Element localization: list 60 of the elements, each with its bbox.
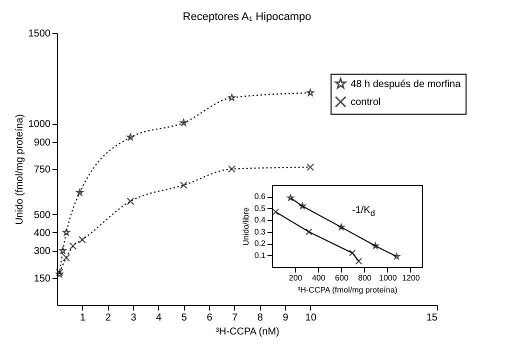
point	[62, 228, 70, 236]
y-tick-label: 0.6	[254, 192, 266, 202]
point	[372, 242, 379, 249]
point	[338, 224, 344, 230]
y-axis-title: Unido (fmol/mg proteína)	[14, 114, 26, 225]
x-tick-label: 1	[80, 312, 86, 324]
point	[126, 134, 134, 140]
point	[228, 165, 236, 173]
x-tick-label: 10	[305, 312, 317, 324]
point	[78, 236, 86, 244]
point	[126, 198, 134, 205]
x-tick-label: 7	[232, 312, 238, 324]
point	[180, 119, 188, 126]
x-tick-label: 5	[181, 312, 188, 324]
x-axis-title: ³H-CCPA (nM)	[216, 326, 280, 338]
x-tick-label: 1200	[402, 274, 420, 282]
point	[59, 246, 66, 254]
point	[62, 254, 70, 262]
y-tick-label: 0.2	[254, 239, 266, 248]
x-tick-label: 200	[288, 274, 303, 282]
y-tick-label: 900	[34, 137, 51, 148]
legend-label: 48 h después de morfina	[350, 78, 462, 90]
x-tick-label: 4	[156, 312, 162, 324]
x-tick-label: 2	[105, 312, 112, 324]
x-tick-label: 1000	[378, 274, 398, 282]
y-tick-label: 0.1	[254, 250, 266, 260]
point	[306, 89, 314, 96]
point	[306, 228, 312, 236]
y-tick-label: 1000	[28, 119, 51, 130]
y-tick-label: 1500	[28, 28, 51, 40]
y-tick-label: 750	[34, 164, 51, 176]
x-tick-label: 9	[282, 312, 289, 324]
x-tick-label: 6	[206, 312, 213, 324]
x-tick-label: 3	[130, 312, 137, 324]
x-axis-title: ³H-CCPA (fmol/mg proteína)	[298, 286, 398, 294]
legend-label: control	[350, 96, 381, 108]
point	[69, 242, 77, 250]
y-tick-label: 400	[34, 228, 51, 239]
y-tick-label: 150	[34, 273, 51, 284]
x-tick-label: 600	[335, 274, 349, 282]
point	[299, 202, 306, 209]
point	[393, 253, 400, 260]
annotation: -1/K$_{d}$	[352, 205, 375, 218]
point	[287, 194, 294, 201]
point	[306, 163, 314, 171]
y-axis-title: Unido/libre	[241, 206, 250, 246]
point	[228, 94, 236, 101]
y-tick-label: 500	[34, 210, 51, 221]
point	[76, 188, 84, 196]
y-tick-label: 0.5	[254, 204, 266, 213]
x-tick-label: 15	[426, 312, 438, 324]
point	[180, 181, 188, 189]
y-tick-label: 0.4	[254, 216, 266, 225]
chart-title: Receptores A₁ Hipocampo	[182, 11, 312, 23]
x-tick-label: 800	[358, 274, 372, 282]
point	[355, 258, 362, 265]
x-tick-label: 8	[257, 312, 264, 324]
x-tick-label: 400	[312, 274, 326, 282]
y-tick-label: 300	[34, 246, 51, 258]
y-tick-label: 0.3	[254, 227, 266, 236]
